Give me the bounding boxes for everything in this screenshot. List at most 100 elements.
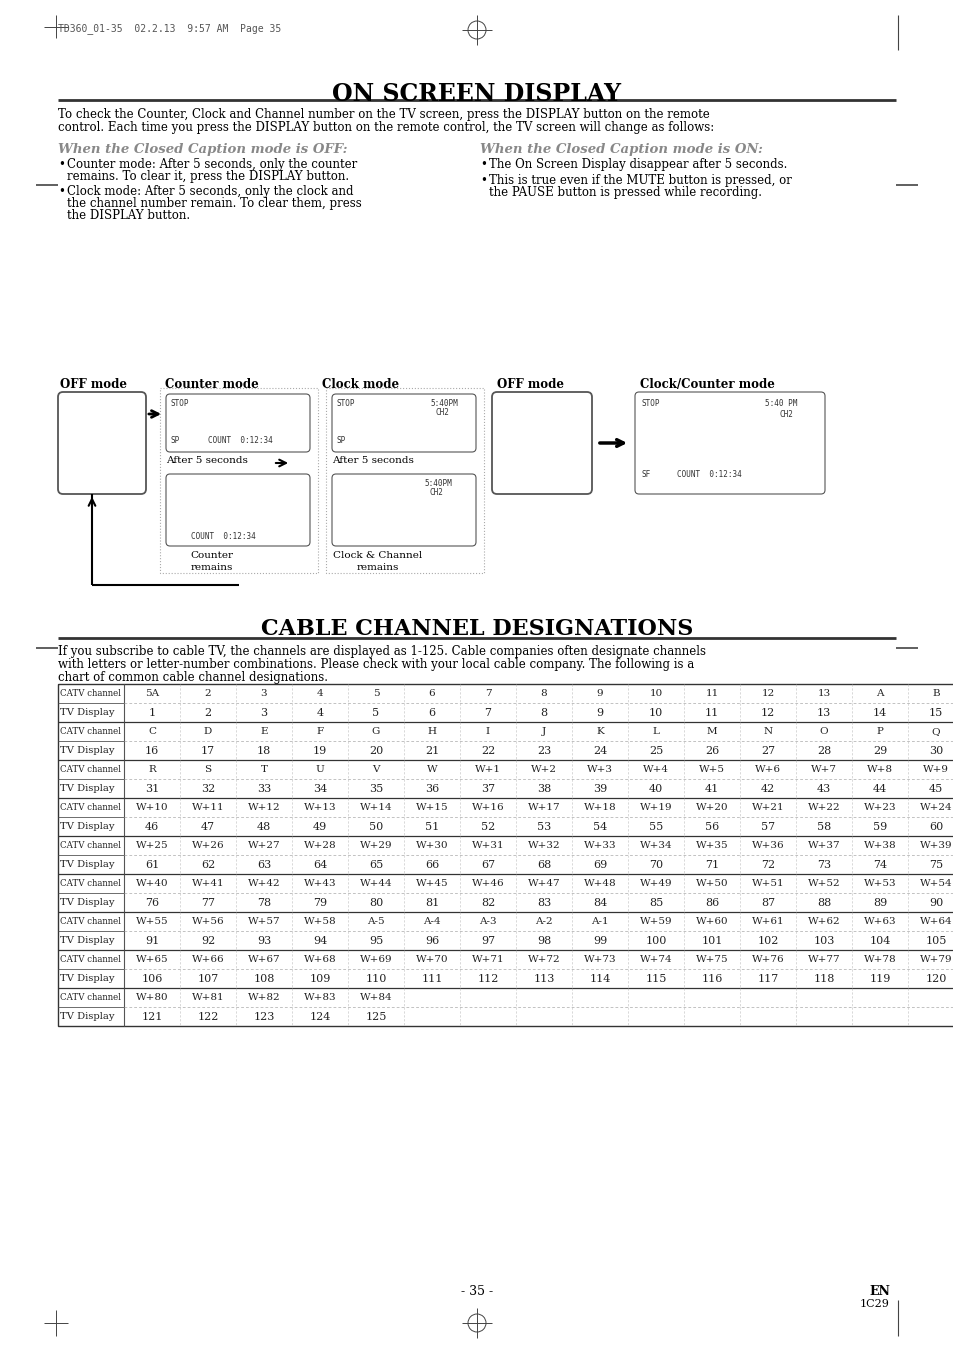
Text: 75: 75 <box>928 859 943 870</box>
Text: W+46: W+46 <box>471 880 504 888</box>
Text: 2: 2 <box>204 708 212 717</box>
Text: 42: 42 <box>760 784 774 793</box>
Text: 88: 88 <box>816 897 830 908</box>
Text: OFF mode: OFF mode <box>60 378 127 390</box>
Text: V: V <box>372 765 379 774</box>
Text: W+55: W+55 <box>135 917 168 925</box>
Text: 41: 41 <box>704 784 719 793</box>
Text: 112: 112 <box>476 974 498 984</box>
Text: 55: 55 <box>648 821 662 831</box>
Text: 119: 119 <box>868 974 890 984</box>
Text: 15: 15 <box>928 708 943 717</box>
Text: STOP: STOP <box>641 399 659 408</box>
Bar <box>58 684 953 1025</box>
Text: W+31: W+31 <box>471 842 504 850</box>
Text: W+64: W+64 <box>919 917 951 925</box>
Text: STOP: STOP <box>171 399 190 408</box>
Text: A-1: A-1 <box>591 917 608 925</box>
Text: 38: 38 <box>537 784 551 793</box>
Text: 47: 47 <box>201 821 214 831</box>
Text: U: U <box>315 765 324 774</box>
Text: W+9: W+9 <box>923 765 948 774</box>
Text: W+21: W+21 <box>751 802 783 812</box>
Text: 101: 101 <box>700 935 722 946</box>
Text: 8: 8 <box>539 708 547 717</box>
Text: 124: 124 <box>309 1012 331 1021</box>
Text: 7: 7 <box>484 708 491 717</box>
Text: 59: 59 <box>872 821 886 831</box>
Text: CATV channel: CATV channel <box>60 917 121 925</box>
Text: W+7: W+7 <box>810 765 836 774</box>
Text: W+66: W+66 <box>192 955 224 965</box>
Text: SF: SF <box>641 470 651 480</box>
Text: 103: 103 <box>813 935 834 946</box>
Text: W+67: W+67 <box>248 955 280 965</box>
Text: 6: 6 <box>428 708 436 717</box>
Text: 95: 95 <box>369 935 383 946</box>
Text: Clock & Channel: Clock & Channel <box>333 551 422 561</box>
Text: W+52: W+52 <box>807 880 840 888</box>
Text: CATV channel: CATV channel <box>60 689 121 698</box>
Text: STOP: STOP <box>336 399 355 408</box>
Text: 64: 64 <box>313 859 327 870</box>
Text: Counter mode: Counter mode <box>165 378 258 390</box>
Text: W+26: W+26 <box>192 842 224 850</box>
Text: After 5 seconds: After 5 seconds <box>166 457 248 465</box>
Text: W+40: W+40 <box>135 880 168 888</box>
Text: Q: Q <box>931 727 940 736</box>
Text: When the Closed Caption mode is ON:: When the Closed Caption mode is ON: <box>479 143 762 155</box>
Text: W+71: W+71 <box>471 955 504 965</box>
Text: W+77: W+77 <box>807 955 840 965</box>
Text: D: D <box>204 727 212 736</box>
Text: TV Display: TV Display <box>60 746 114 755</box>
Text: S: S <box>204 765 212 774</box>
Text: 3: 3 <box>260 708 267 717</box>
Text: CH2: CH2 <box>436 408 450 417</box>
Text: 3: 3 <box>260 689 267 698</box>
Text: W+2: W+2 <box>531 765 557 774</box>
Text: W+43: W+43 <box>303 880 336 888</box>
Text: 43: 43 <box>816 784 830 793</box>
Text: B: B <box>931 689 939 698</box>
Text: W+61: W+61 <box>751 917 783 925</box>
Text: W+81: W+81 <box>192 993 224 1002</box>
Text: 4: 4 <box>316 689 323 698</box>
Text: 28: 28 <box>816 746 830 755</box>
Text: ON SCREEN DISPLAY: ON SCREEN DISPLAY <box>333 82 620 105</box>
Text: 49: 49 <box>313 821 327 831</box>
Text: TV Display: TV Display <box>60 936 114 944</box>
Text: TV Display: TV Display <box>60 784 114 793</box>
Text: 65: 65 <box>369 859 383 870</box>
Text: 91: 91 <box>145 935 159 946</box>
Text: W+53: W+53 <box>862 880 896 888</box>
Text: 10: 10 <box>648 708 662 717</box>
Text: W+42: W+42 <box>248 880 280 888</box>
Text: Clock mode: Clock mode <box>322 378 398 390</box>
Text: W+78: W+78 <box>862 955 896 965</box>
Text: •: • <box>58 158 65 172</box>
Text: W+72: W+72 <box>527 955 559 965</box>
Text: 72: 72 <box>760 859 774 870</box>
Text: EN: EN <box>868 1285 889 1298</box>
Text: 61: 61 <box>145 859 159 870</box>
Text: 4: 4 <box>316 708 323 717</box>
Text: 87: 87 <box>760 897 774 908</box>
Text: M: M <box>706 727 717 736</box>
Text: 84: 84 <box>592 897 606 908</box>
Text: W+17: W+17 <box>527 802 559 812</box>
Text: OFF mode: OFF mode <box>497 378 563 390</box>
Text: 85: 85 <box>648 897 662 908</box>
Text: W+18: W+18 <box>583 802 616 812</box>
Text: W+75: W+75 <box>695 955 727 965</box>
Text: TV Display: TV Display <box>60 1012 114 1021</box>
Text: 16: 16 <box>145 746 159 755</box>
Text: W+57: W+57 <box>248 917 280 925</box>
Text: 98: 98 <box>537 935 551 946</box>
Text: control. Each time you press the DISPLAY button on the remote control, the TV sc: control. Each time you press the DISPLAY… <box>58 122 714 134</box>
Text: W+74: W+74 <box>639 955 672 965</box>
Text: A-3: A-3 <box>478 917 497 925</box>
Text: 26: 26 <box>704 746 719 755</box>
Text: 23: 23 <box>537 746 551 755</box>
Text: TV Display: TV Display <box>60 821 114 831</box>
Text: W+3: W+3 <box>586 765 613 774</box>
